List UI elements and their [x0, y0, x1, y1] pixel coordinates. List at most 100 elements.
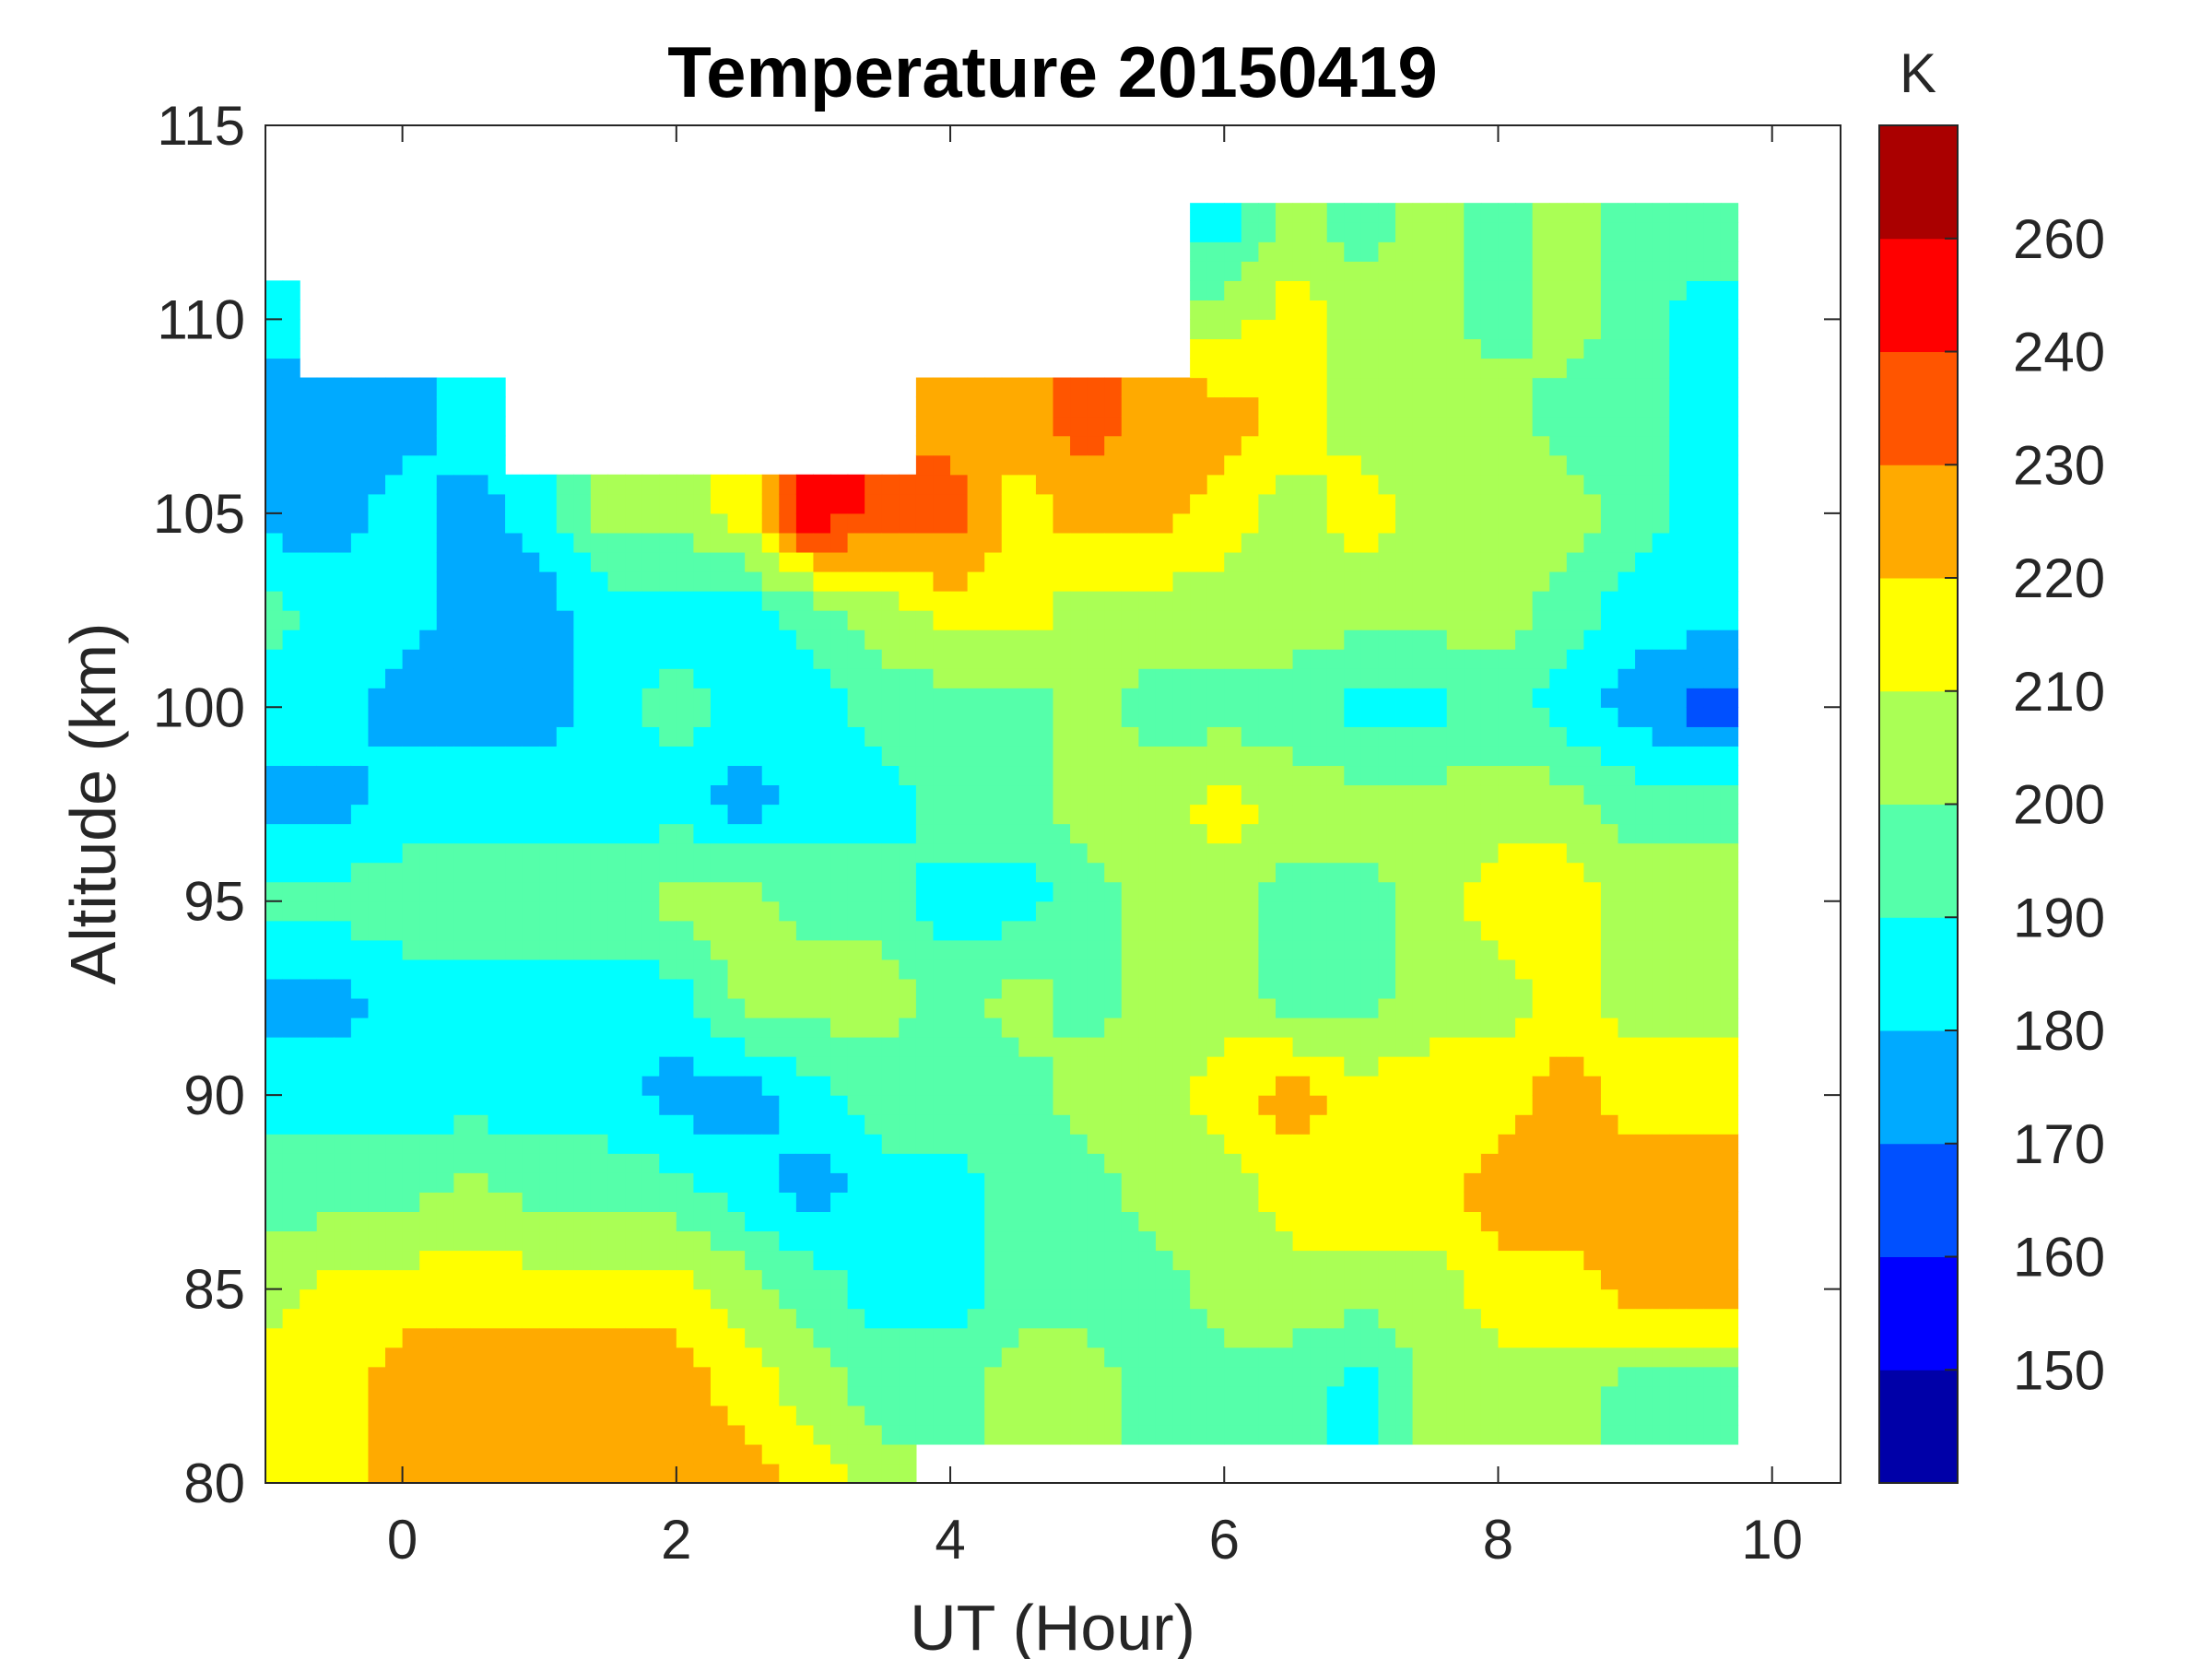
- contour-cell: [436, 1385, 454, 1406]
- contour-cell: [813, 1250, 831, 1271]
- contour-cell: [1292, 261, 1311, 281]
- contour-cell: [1464, 551, 1482, 572]
- contour-cell: [1618, 1347, 1636, 1368]
- contour-cell: [1635, 512, 1653, 534]
- contour-cell: [1258, 1269, 1277, 1290]
- contour-cell: [505, 1424, 524, 1445]
- contour-cell: [1087, 823, 1105, 844]
- contour-cell: [453, 707, 472, 727]
- contour-cell: [1600, 358, 1619, 379]
- contour-cell: [1583, 881, 1602, 902]
- contour-cell: [1498, 1037, 1516, 1057]
- contour-cell: [1053, 1405, 1071, 1426]
- contour-cell: [659, 1230, 677, 1252]
- contour-cell: [984, 765, 1003, 786]
- contour-cell: [1224, 862, 1242, 883]
- contour-cell: [847, 823, 865, 844]
- contour-cell: [539, 629, 558, 650]
- contour-cell: [813, 610, 831, 630]
- contour-cell: [795, 1017, 815, 1038]
- contour-cell: [1430, 1405, 1448, 1426]
- contour-cell: [385, 784, 404, 806]
- contour-cell: [1669, 532, 1688, 553]
- contour-cell: [402, 610, 420, 630]
- contour-cell: [1360, 997, 1380, 1018]
- contour-cell: [847, 493, 865, 514]
- contour-cell: [1172, 1153, 1191, 1173]
- contour-cell: [1464, 610, 1482, 630]
- contour-cell: [1138, 1172, 1157, 1193]
- contour-cell: [1018, 881, 1037, 902]
- contour-cell: [1310, 1211, 1328, 1232]
- contour-cell: [1190, 1327, 1208, 1348]
- contour-cell: [1241, 920, 1260, 941]
- contour-cell: [539, 1269, 558, 1290]
- contour-cell: [761, 1056, 780, 1077]
- contour-cell: [1053, 1269, 1071, 1290]
- contour-cell: [727, 726, 746, 747]
- contour-cell: [539, 493, 558, 514]
- contour-cell: [1532, 784, 1550, 806]
- contour-cell: [779, 1463, 797, 1484]
- contour-cell: [1395, 1172, 1414, 1193]
- contour-cell: [727, 1037, 746, 1057]
- contour-cell: [1172, 1308, 1191, 1329]
- contour-cell: [265, 978, 284, 999]
- contour-cell: [761, 900, 780, 922]
- contour-cell: [1035, 474, 1054, 495]
- contour-cell: [1138, 668, 1157, 688]
- contour-cell: [1241, 842, 1260, 864]
- contour-cell: [693, 804, 712, 825]
- contour-cell: [950, 377, 969, 398]
- contour-cell: [453, 1211, 472, 1232]
- contour-cell: [625, 551, 643, 572]
- contour-cell: [1669, 649, 1688, 669]
- contour-cell: [265, 862, 284, 883]
- contour-cell: [847, 765, 865, 786]
- contour-cell: [1515, 1366, 1534, 1387]
- contour-cell: [1087, 416, 1105, 437]
- contour-cell: [693, 1288, 712, 1310]
- contour-cell: [710, 1405, 729, 1426]
- contour-cell: [282, 358, 300, 379]
- contour-cell: [488, 804, 506, 825]
- contour-cell: [368, 1192, 386, 1212]
- contour-cell: [1360, 1095, 1380, 1115]
- contour-cell: [641, 1134, 660, 1154]
- contour-cell: [1549, 784, 1568, 806]
- contour-cell: [1172, 842, 1191, 864]
- contour-cell: [933, 1153, 951, 1173]
- contour-cell: [505, 532, 524, 553]
- contour-cell: [1292, 454, 1311, 476]
- contour-cell: [350, 1230, 370, 1252]
- contour-cell: [693, 1366, 712, 1387]
- contour-cell: [1326, 203, 1345, 223]
- contour-cell: [470, 978, 489, 999]
- contour-cell: [1121, 610, 1139, 630]
- contour-cell: [470, 396, 489, 418]
- contour-cell: [1121, 1017, 1139, 1038]
- contour-cell: [1241, 203, 1260, 223]
- contour-cell: [1600, 203, 1619, 223]
- contour-cell: [813, 862, 831, 883]
- contour-cell: [1412, 1327, 1430, 1348]
- contour-cell: [710, 1056, 729, 1077]
- contour-cell: [830, 1405, 849, 1426]
- contour-cell: [368, 1056, 386, 1077]
- contour-cell: [300, 1076, 318, 1096]
- contour-cell: [1532, 454, 1550, 476]
- contour-cell: [830, 1463, 849, 1484]
- contour-cell: [419, 474, 438, 495]
- contour-cell: [1206, 474, 1225, 495]
- contour-cell: [847, 474, 865, 495]
- contour-cell: [1532, 512, 1550, 534]
- contour-cell: [1618, 997, 1636, 1018]
- contour-cell: [1190, 280, 1208, 300]
- contour-cell: [1430, 1134, 1448, 1154]
- contour-cell: [1395, 649, 1414, 669]
- contour-cell: [1395, 804, 1414, 825]
- contour-cell: [1498, 1269, 1516, 1290]
- contour-cell: [899, 862, 917, 883]
- contour-cell: [282, 1385, 300, 1406]
- contour-cell: [881, 1385, 900, 1406]
